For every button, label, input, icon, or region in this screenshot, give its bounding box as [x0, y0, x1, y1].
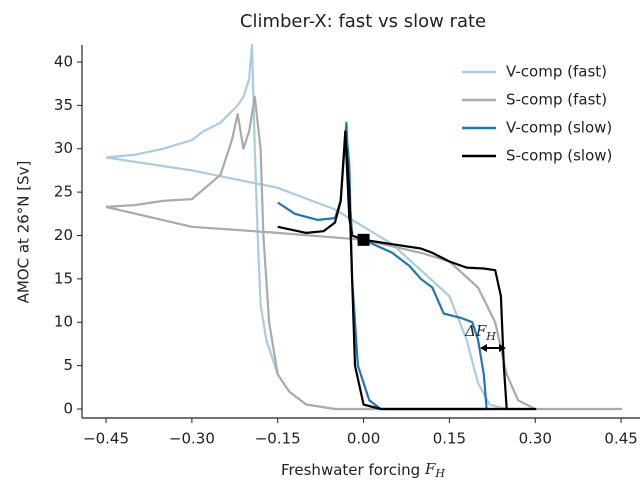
y-tick-label: 25 [54, 183, 73, 201]
y-tick-label: 10 [54, 313, 73, 331]
y-tick-label: 35 [54, 96, 73, 114]
x-tick-label: −0.45 [83, 430, 129, 448]
marker [357, 233, 370, 246]
annotation-symbol: F [475, 322, 487, 340]
y-tick-label: 20 [54, 226, 73, 244]
x-tick-label: −0.15 [255, 430, 301, 448]
x-axis-label-symbol: F [424, 460, 436, 478]
legend-label: S-comp (slow) [506, 147, 612, 165]
annotation: ΔFH [464, 322, 496, 343]
y-tick-label: 15 [54, 269, 73, 287]
x-axis-label-subscript: H [434, 467, 445, 480]
x-axis-label: Freshwater forcing FH [281, 460, 445, 480]
x-tick-label: 0.45 [604, 430, 637, 448]
annotation-arrow [480, 344, 506, 352]
x-tick-label: 0.30 [519, 430, 552, 448]
x-axis-label-text: Freshwater forcing [281, 461, 420, 479]
legend-label: V-comp (slow) [506, 119, 612, 137]
chart-title: Climber-X: fast vs slow rate [240, 11, 486, 32]
y-tick-label: 40 [54, 53, 73, 71]
y-tick-label: 30 [54, 139, 73, 157]
annotation-delta: Δ [464, 322, 476, 340]
x-tick-label: 0.15 [433, 430, 466, 448]
legend-label: S-comp (fast) [506, 91, 607, 109]
plot-area [105, 43, 623, 411]
legend-label: V-comp (fast) [506, 63, 607, 81]
y-tick-label: 5 [63, 356, 73, 374]
y-axis-label: AMOC at 26°N [Sv] [15, 161, 33, 304]
series-line [277, 130, 537, 411]
annotation-subscript: H [485, 330, 496, 343]
x-tick-label: 0.00 [347, 430, 380, 448]
y-tick-label: 0 [63, 399, 73, 417]
x-tick-label: −0.30 [169, 430, 215, 448]
